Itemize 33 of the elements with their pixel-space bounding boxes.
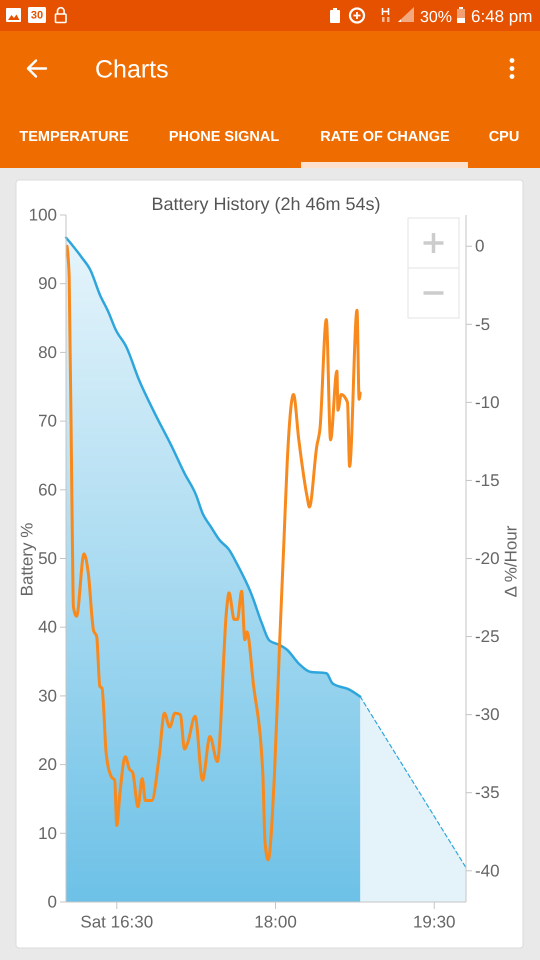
- y-tick-label: 90: [38, 274, 57, 294]
- y-tick-label: 0: [48, 892, 57, 912]
- text: RATE OF CHANGE: [320, 129, 450, 145]
- text: PHONE SIGNAL: [168, 129, 280, 145]
- y-tick-label: 30: [38, 686, 57, 706]
- y-tick-label: 20: [38, 755, 57, 774]
- x-tick-label: Sat 16:30: [80, 912, 154, 932]
- chart-title: Battery History (2h 46m 54s): [151, 194, 381, 214]
- y2-tick-label: -35: [475, 783, 500, 802]
- y-tick-label: 70: [38, 412, 57, 431]
- text: TEMPERATURE: [19, 129, 129, 145]
- text: 6:48 pm: [471, 7, 532, 26]
- x-tick-label: 18:00: [254, 912, 297, 932]
- text: CPU: [488, 129, 520, 145]
- y2-tick-label: -40: [475, 861, 500, 880]
- y2-tick-label: 0: [475, 236, 484, 256]
- y2-tick-label: -15: [475, 470, 500, 490]
- y2-tick-label: -10: [475, 392, 500, 412]
- text: Charts: [95, 56, 169, 84]
- y2-tick-label: -30: [475, 705, 500, 724]
- x-tick-label: 19:30: [412, 912, 456, 932]
- y-tick-label: 40: [38, 618, 57, 637]
- y2-tick-label: -20: [475, 549, 500, 568]
- y2-tick-label: -5: [475, 314, 490, 334]
- y-tick-label: 10: [38, 824, 57, 843]
- y2-axis-title: Δ %/Hour: [502, 525, 520, 598]
- text: 30%: [420, 9, 452, 26]
- y2-tick-label: -25: [475, 627, 500, 646]
- y-tick-label: 80: [38, 342, 57, 362]
- y-tick-label: 50: [38, 549, 57, 568]
- y-axis-title: Battery %: [18, 522, 36, 596]
- y-tick-label: 100: [28, 206, 57, 224]
- y-tick-label: 60: [38, 480, 57, 500]
